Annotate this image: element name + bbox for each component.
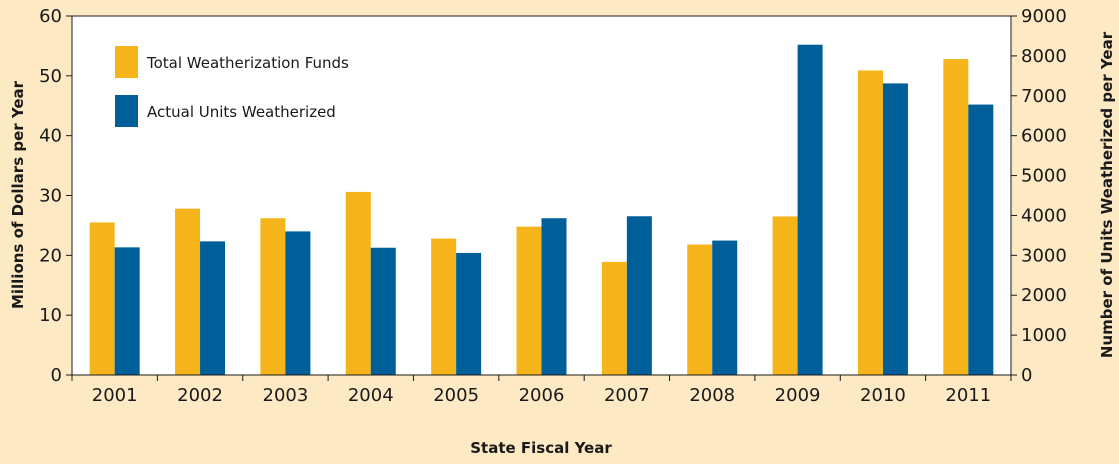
legend-swatch-units bbox=[115, 95, 138, 127]
y-axis-title-left: Millions of Dollars per Year bbox=[9, 80, 27, 309]
x-tick-label-2007: 2007 bbox=[604, 385, 650, 406]
units-bar-2004 bbox=[370, 247, 396, 375]
legend: Total Weatherization Funds Actual Units … bbox=[115, 46, 349, 127]
legend-label-units: Actual Units Weatherized bbox=[147, 103, 336, 121]
units-bar-2011 bbox=[968, 104, 994, 375]
x-tick-label-2004: 2004 bbox=[348, 385, 394, 406]
units-bar-2002 bbox=[200, 241, 226, 375]
units-bar-2008 bbox=[712, 240, 738, 375]
y-left-tick-label: 40 bbox=[39, 126, 62, 147]
funds-bar-2006 bbox=[516, 226, 542, 375]
funds-bar-2005 bbox=[431, 238, 457, 375]
y-right-tick-label: 4000 bbox=[1021, 205, 1067, 226]
x-tick-label-2002: 2002 bbox=[177, 385, 223, 406]
funds-bar-2008 bbox=[687, 244, 713, 375]
y-left-tick-label: 0 bbox=[51, 365, 62, 386]
x-tick-label-2010: 2010 bbox=[860, 385, 906, 406]
units-bar-2001 bbox=[114, 247, 140, 375]
y-right-tick-label: 0 bbox=[1021, 365, 1032, 386]
legend-label-funds: Total Weatherization Funds bbox=[146, 54, 349, 72]
legend-swatch-funds bbox=[115, 46, 138, 78]
units-bar-2006 bbox=[541, 218, 567, 375]
funds-bar-2007 bbox=[601, 261, 627, 375]
y-axis-title-right: Number of Units Weatherized per Year bbox=[1098, 31, 1116, 358]
y-right-tick-label: 6000 bbox=[1021, 126, 1067, 147]
ticks-group: 0 10 20 30 40 50 60 0 1000 2000 3000 4000 5000 6000 70… bbox=[39, 6, 1067, 406]
x-tick-label-2009: 2009 bbox=[775, 385, 821, 406]
y-right-tick-label: 8000 bbox=[1021, 46, 1067, 67]
x-tick-label-2006: 2006 bbox=[519, 385, 565, 406]
funds-bar-2003 bbox=[260, 218, 286, 375]
x-tick-label-2011: 2011 bbox=[945, 385, 991, 406]
units-bar-2003 bbox=[285, 231, 311, 375]
funds-bar-2010 bbox=[857, 70, 883, 375]
x-tick-label-2003: 2003 bbox=[263, 385, 309, 406]
y-right-tick-label: 5000 bbox=[1021, 166, 1067, 187]
funds-bar-2011 bbox=[943, 59, 969, 376]
bars-group bbox=[89, 44, 994, 376]
y-right-tick-label: 9000 bbox=[1021, 6, 1067, 27]
units-bar-2009 bbox=[797, 44, 823, 375]
funds-bar-2009 bbox=[772, 216, 798, 375]
funds-bar-2002 bbox=[175, 208, 201, 375]
y-left-tick-label: 10 bbox=[39, 305, 62, 326]
units-bar-2007 bbox=[626, 216, 652, 375]
y-right-tick-label: 1000 bbox=[1021, 325, 1067, 346]
y-right-tick-label: 3000 bbox=[1021, 245, 1067, 266]
y-left-tick-label: 50 bbox=[39, 66, 62, 87]
x-tick-label-2005: 2005 bbox=[433, 385, 479, 406]
funds-bar-2001 bbox=[89, 222, 115, 375]
y-left-tick-label: 20 bbox=[39, 245, 62, 266]
y-left-tick-label: 30 bbox=[39, 186, 62, 207]
x-tick-label-2008: 2008 bbox=[689, 385, 735, 406]
y-left-tick-label: 60 bbox=[39, 6, 62, 27]
x-axis-title: State Fiscal Year bbox=[470, 439, 612, 457]
x-tick-label-2001: 2001 bbox=[92, 385, 138, 406]
y-right-tick-label: 2000 bbox=[1021, 285, 1067, 306]
y-right-tick-label: 7000 bbox=[1021, 86, 1067, 107]
units-bar-2010 bbox=[882, 83, 908, 375]
funds-bar-2004 bbox=[345, 191, 371, 375]
units-bar-2005 bbox=[456, 252, 482, 375]
